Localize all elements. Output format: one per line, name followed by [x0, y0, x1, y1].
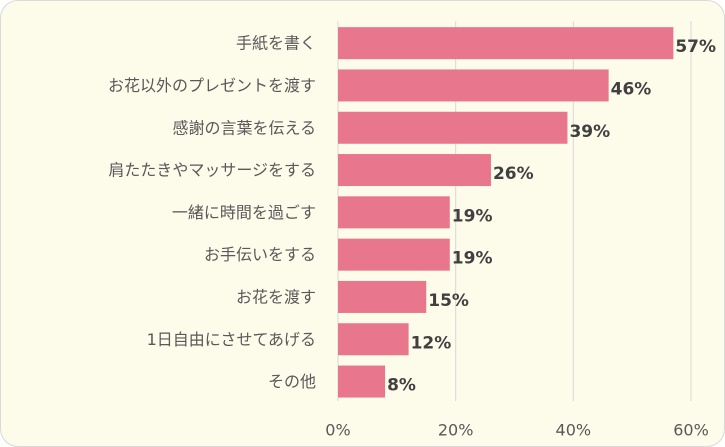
bar-4 — [338, 154, 491, 187]
bar-8 — [338, 323, 409, 356]
value-label: 26% — [493, 164, 534, 184]
category-label: 一緒に時間を過ごす — [172, 203, 316, 222]
x-tick-label: 0% — [325, 421, 350, 440]
value-label: 46% — [611, 79, 652, 99]
category-label: その他 — [268, 372, 316, 391]
x-tick-label: 40% — [556, 421, 592, 440]
bar-1 — [338, 27, 674, 60]
value-label: 15% — [428, 291, 469, 311]
bar-9 — [338, 365, 386, 398]
value-label: 12% — [411, 333, 452, 353]
x-tick-label: 20% — [438, 421, 474, 440]
category-label: お花を渡す — [236, 287, 316, 306]
category-label: 手紙を書く — [236, 34, 316, 53]
bar-5 — [338, 196, 450, 229]
category-label: 肩たたきやマッサージをする — [108, 161, 316, 180]
bar-2 — [338, 69, 609, 102]
value-label: 19% — [452, 206, 493, 226]
value-label: 39% — [569, 122, 610, 142]
value-label: 57% — [675, 37, 716, 57]
bar-6 — [338, 238, 450, 271]
category-label: お手伝いをする — [204, 245, 316, 264]
bar-3 — [338, 111, 568, 144]
value-label: 19% — [452, 249, 493, 269]
x-tick-label: 60% — [673, 421, 709, 440]
value-label: 8% — [387, 376, 416, 396]
category-label: 1日自由にさせてあげる — [147, 330, 316, 349]
bar-7 — [338, 280, 427, 313]
category-label: お花以外のプレゼントを渡す — [108, 76, 316, 95]
category-label: 感謝の言葉を伝える — [172, 118, 316, 137]
